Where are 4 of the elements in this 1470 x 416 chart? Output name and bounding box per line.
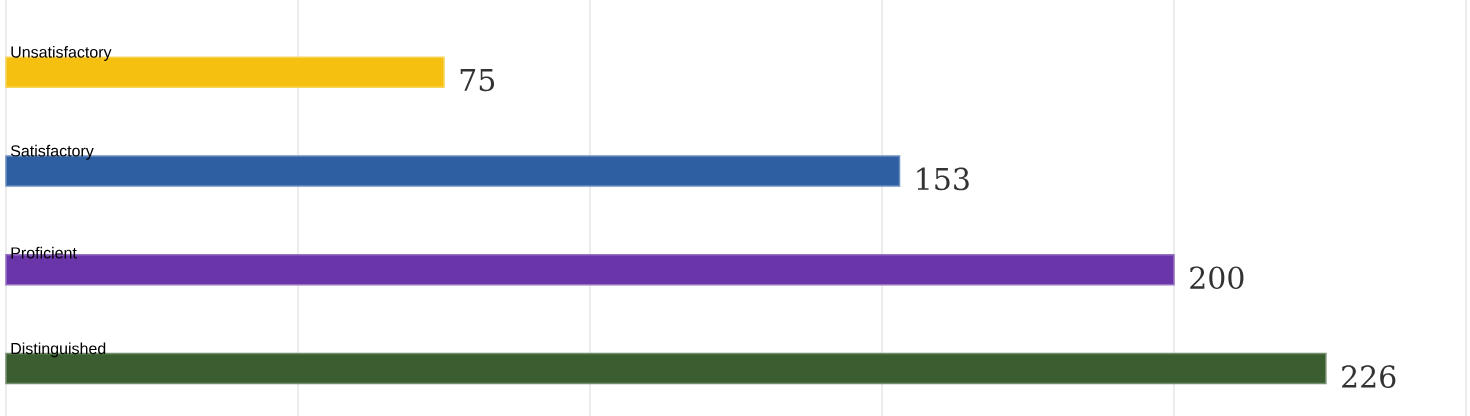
data-label: 153: [917, 167, 969, 191]
data-label: 226: [1342, 365, 1396, 388]
data-label: 75: [460, 68, 495, 92]
data-label: 200: [1190, 266, 1244, 290]
